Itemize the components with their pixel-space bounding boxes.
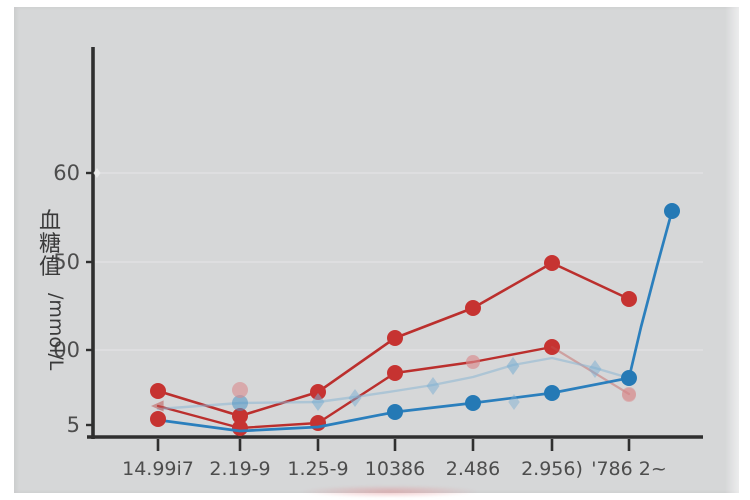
blue-diamond-2 [348,389,362,407]
x-tick-label: 2.19-9 [209,458,270,480]
y-tick-label: 60 [53,161,80,185]
red-ghost-1 [232,382,248,398]
data-point-red-upper [621,291,637,307]
x-tick-label: 10386 [365,458,425,480]
data-point-blue-main [544,385,560,401]
data-point-red-upper [232,408,248,424]
red-ghost-3 [622,388,636,402]
data-point-blue-main [465,395,481,411]
x-tick-label: 2.956) [521,458,583,480]
series-line-red-lower [156,345,554,430]
data-point-blue-light-faded [232,395,248,411]
blue-diamond-6 [508,394,520,410]
data-point-red-upper [387,330,403,346]
data-point-red-upper [310,384,326,400]
data-point-red-lower [232,420,248,436]
y-tick-label: 00 [53,338,80,362]
blue-diamond-1 [311,393,325,411]
data-point-blue-main [664,203,680,219]
x-tick-label: 2.486 [446,458,500,480]
red-dot-on-blue-start [150,411,166,427]
x-tick-label: 14.99i7 [122,458,194,480]
y-axis-title-unit: /mmol/L [45,293,67,371]
x-tick-label: '786 2~ [591,458,667,480]
red-ghost-2 [466,355,480,369]
data-point-red-upper [465,300,481,316]
chart-canvas [14,7,739,493]
data-point-red-upper [150,383,166,399]
data-point-blue-main [387,404,403,420]
data-point-red-lower [387,365,403,381]
blue-diamond-3 [426,377,440,395]
data-point-red-upper [544,255,560,271]
bottom-pink-smudge-artifact [300,485,480,498]
y-tick-label: 50 [53,250,80,274]
series-line-blue-main [156,209,674,433]
blue-diamond-5 [588,360,602,378]
x-tick-label: 1.25-9 [287,458,348,480]
data-point-red-lower [544,339,560,355]
y-axis-title-cjk: 血糖值 [39,209,61,280]
red-triangle-ghost [151,400,164,412]
data-point-blue-main [621,370,637,386]
blue-diamond-4 [506,357,520,375]
y-tick-label: 5 [67,413,80,437]
gridline-notch [93,168,101,178]
